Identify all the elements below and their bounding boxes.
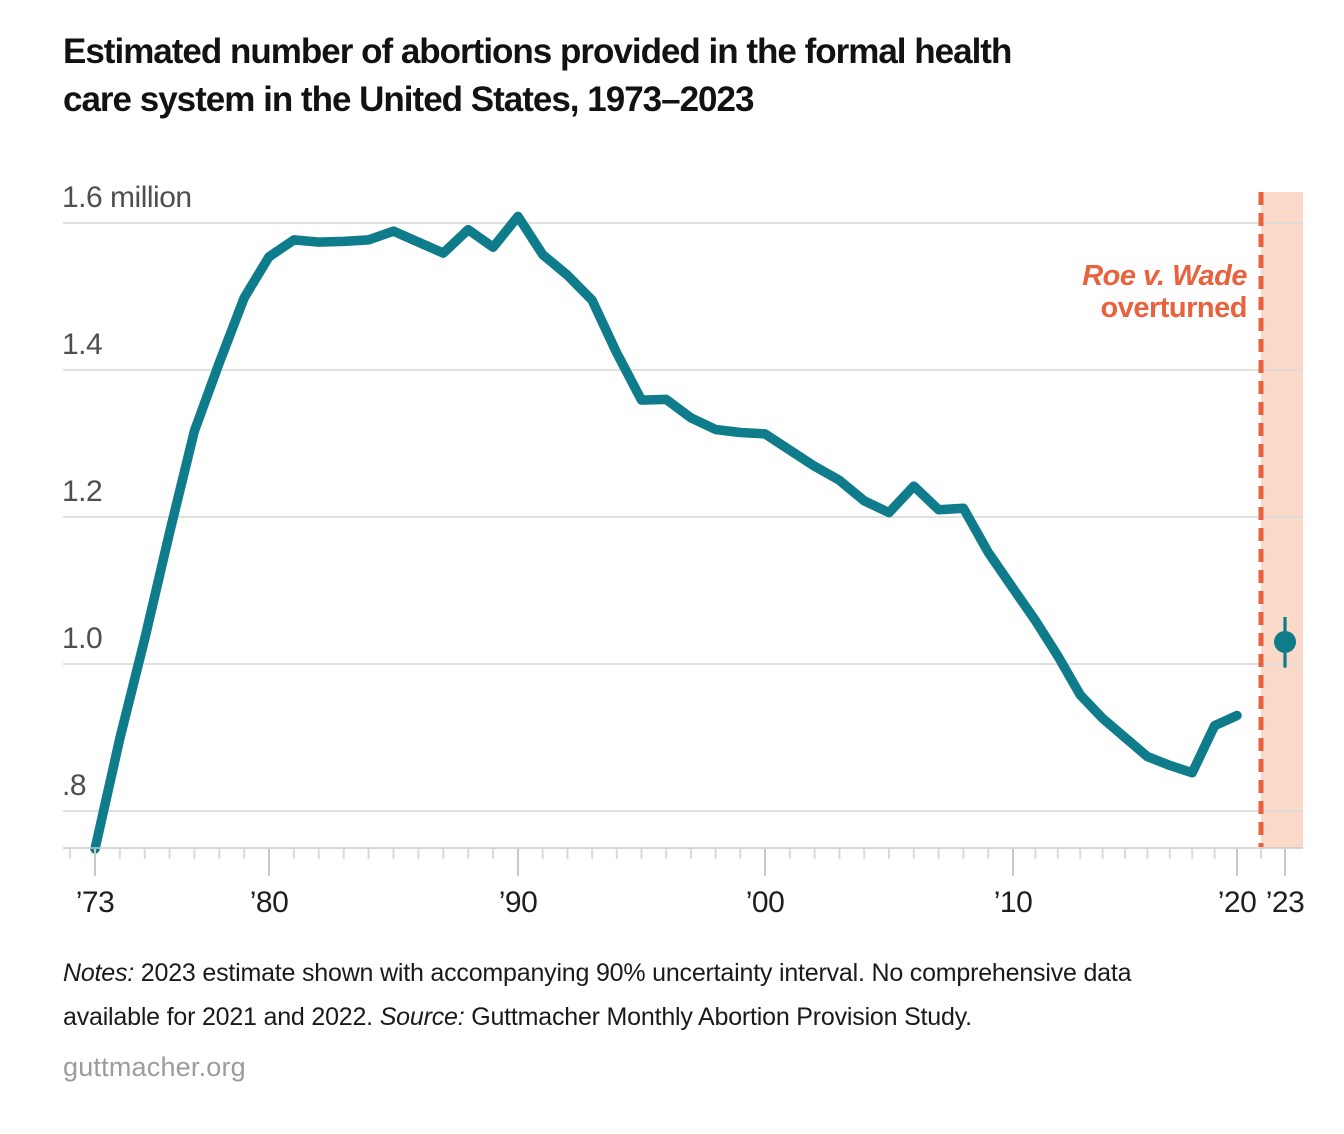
source-text: Guttmacher Monthly Abortion Provision St… (464, 1002, 972, 1031)
y-axis-tick-label: 1.0 (62, 622, 102, 655)
y-axis-tick-label: 1.4 (62, 328, 102, 361)
trend-line (90, 211, 1242, 854)
post-roe-shaded-band (1261, 192, 1303, 848)
source-label: Source: (379, 1002, 465, 1031)
x-axis-tick-label: ’20 (1218, 886, 1257, 919)
y-axis-tick-label: 1.2 (62, 475, 102, 508)
y-axis-tick-label: .8 (62, 769, 86, 802)
roe-annotation-overturned: overturned (1100, 292, 1248, 325)
x-axis-tick-label: ’00 (746, 886, 785, 919)
notes-text-line2: available for 2021 and 2022. (63, 1002, 380, 1031)
roe-annotation-case-name: Roe v. Wade (1082, 260, 1247, 292)
x-axis-tick-label: ’10 (994, 886, 1033, 919)
chart-title: Estimated number of abortions provided i… (63, 28, 1253, 124)
x-axis-tick-label: ’90 (499, 886, 538, 919)
x-axis-tick-label: ’23 (1266, 886, 1305, 919)
guttmacher-org-link[interactable]: guttmacher.org (63, 1052, 246, 1082)
notes-line1: Notes: 2023 estimate shown with accompan… (63, 952, 1313, 996)
chart-notes: Notes: 2023 estimate shown with accompan… (63, 952, 1313, 1039)
chart-title-line1: Estimated number of abortions provided i… (63, 32, 1012, 71)
estimate-2023-dot (1274, 630, 1296, 653)
x-axis-tick-label: ’80 (250, 886, 289, 919)
x-axis-tick-label: ’73 (76, 886, 115, 919)
notes-line2: available for 2021 and 2022. Source: Gut… (63, 996, 1313, 1040)
roe-v-wade-annotation: Roe v. Wade overturned (1082, 260, 1247, 325)
notes-label: Notes: (63, 959, 135, 987)
chart-title-line2: care system in the United States, 1973–2… (63, 79, 754, 119)
y-axis-tick-label: 1.6 million (62, 181, 192, 214)
notes-text-line1: 2023 estimate shown with accompanying 90… (134, 959, 1132, 987)
